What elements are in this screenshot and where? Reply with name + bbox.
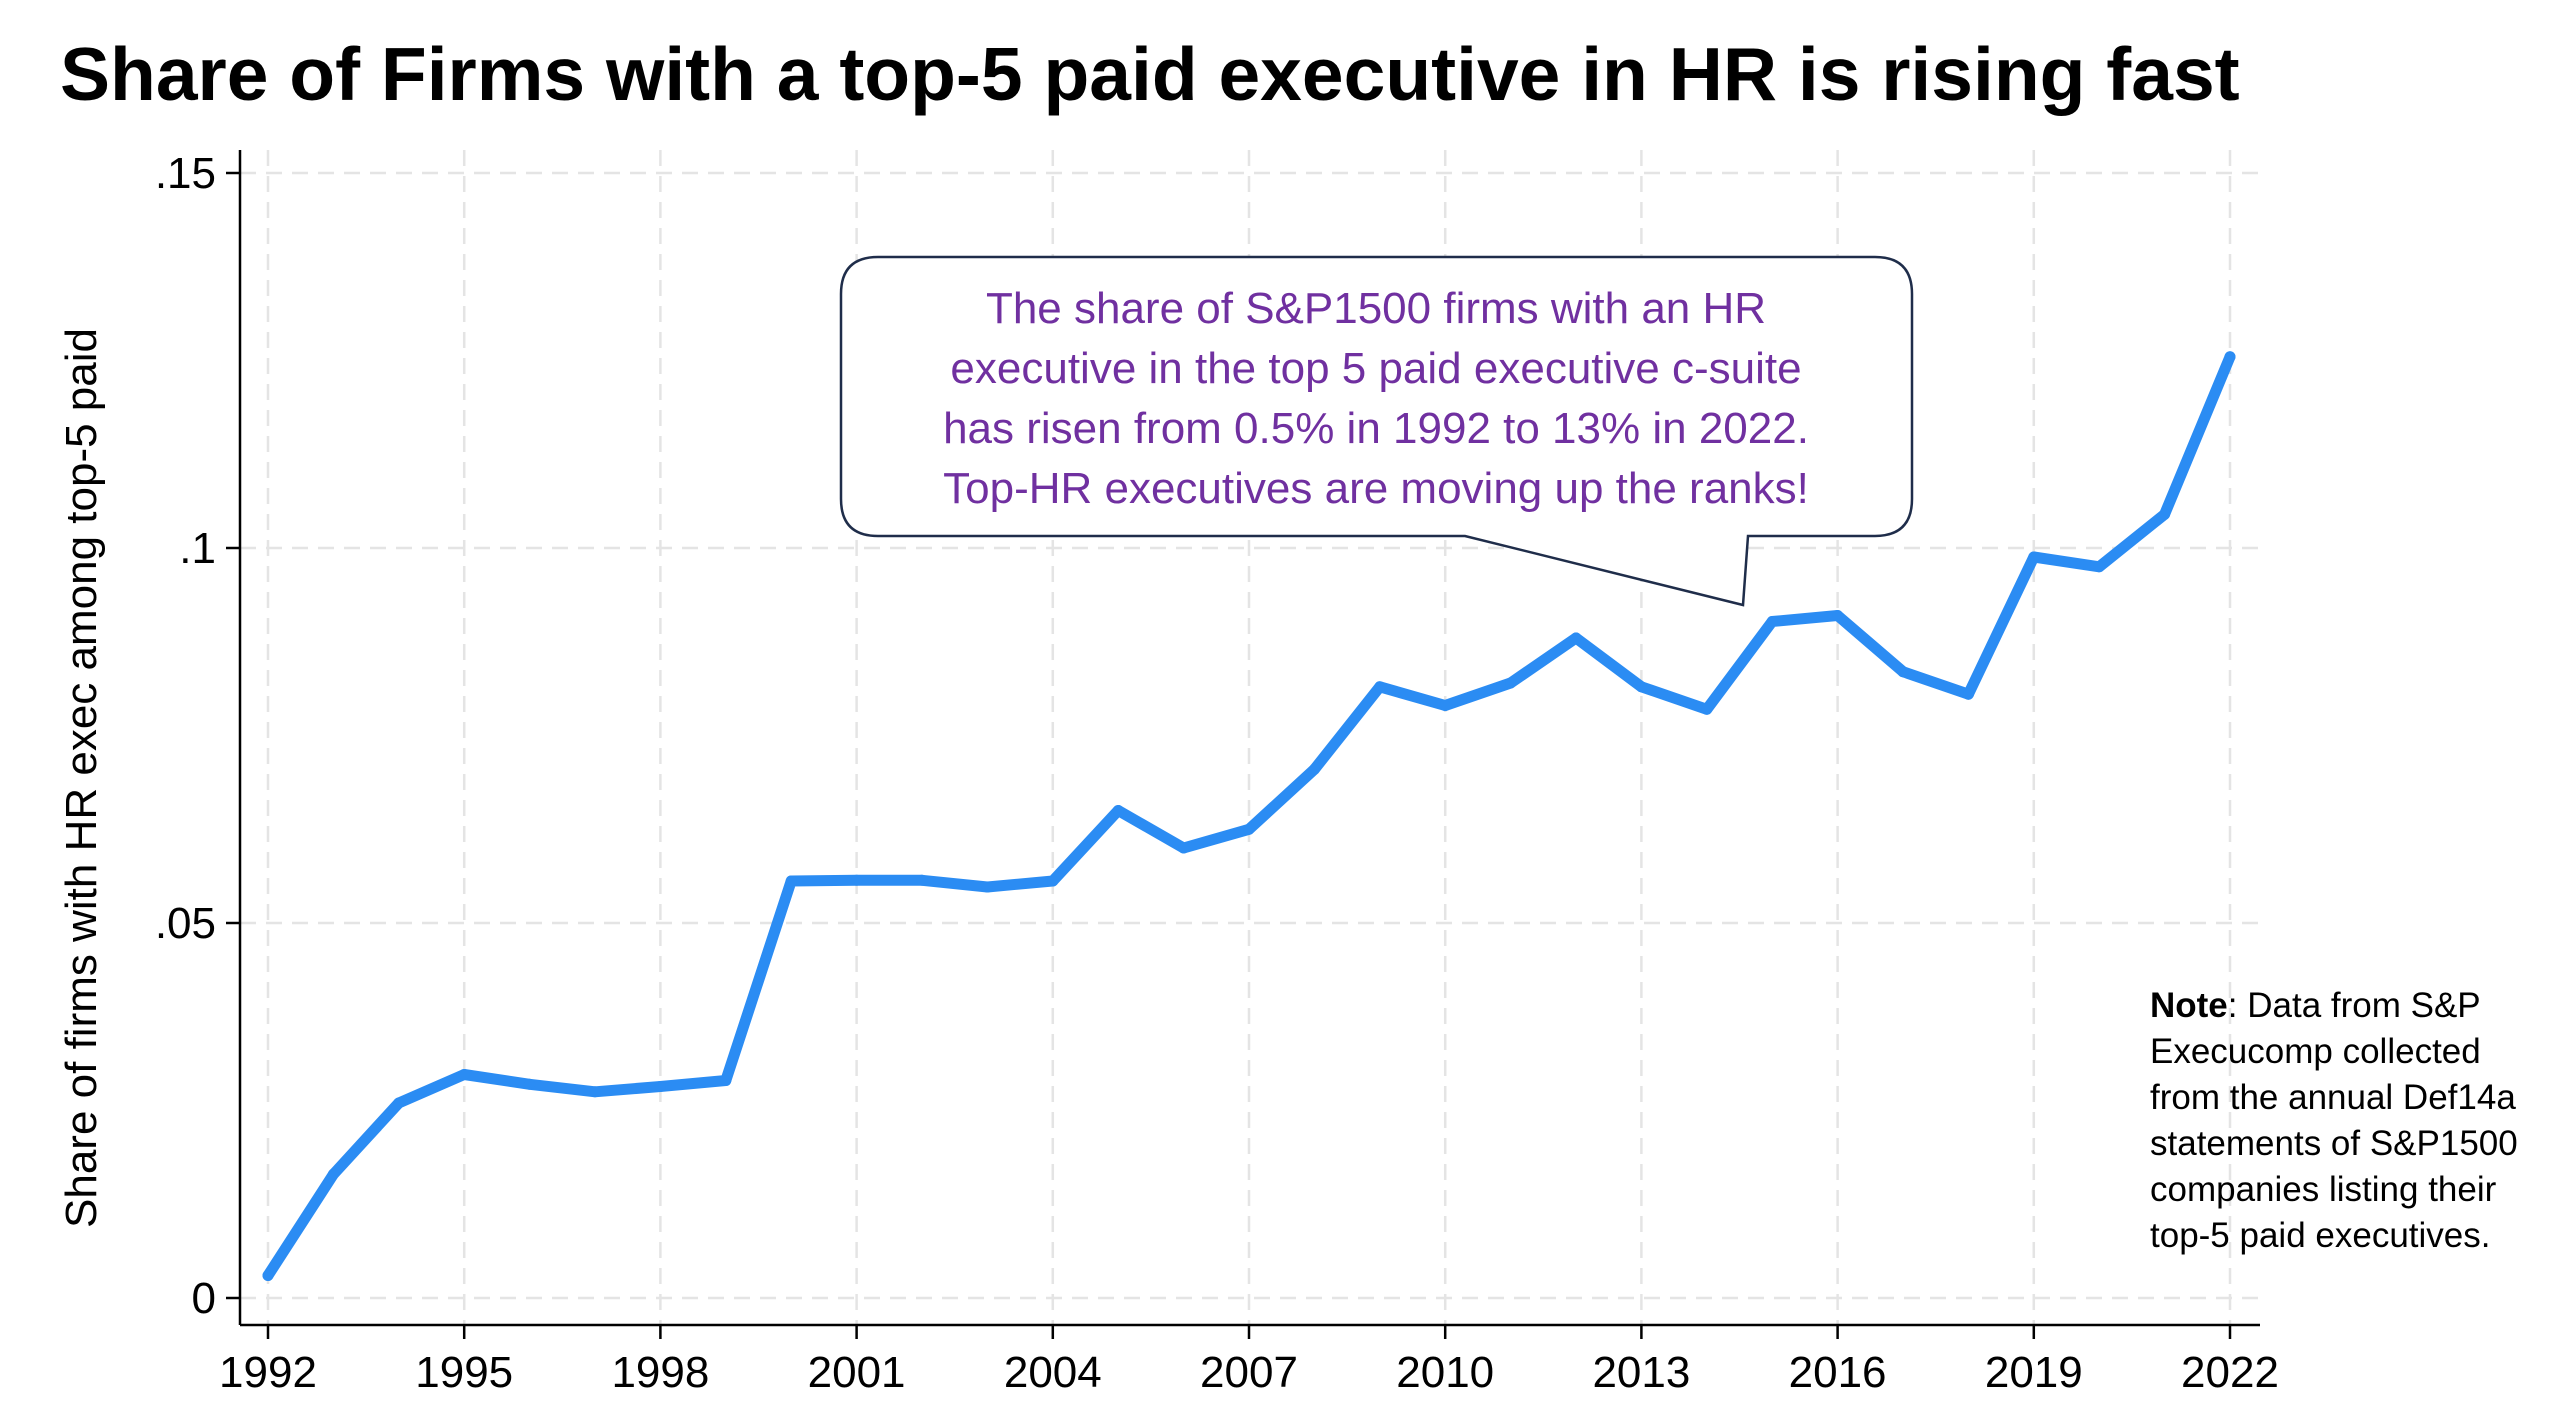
data-point-1994 <box>393 1097 405 1109</box>
x-tick-label-1992: 1992 <box>219 1348 317 1397</box>
data-point-2018 <box>1962 688 1974 700</box>
x-tick-label-2013: 2013 <box>1592 1348 1690 1397</box>
data-point-1995 <box>458 1069 470 1080</box>
note-bold-label: Note <box>2150 986 2228 1025</box>
data-point-1999 <box>720 1075 732 1086</box>
data-point-2009 <box>1374 681 1386 693</box>
data-point-2008 <box>1308 763 1320 775</box>
data-point-2001 <box>851 874 863 886</box>
x-tick-label-1995: 1995 <box>415 1348 513 1397</box>
data-point-2021 <box>2159 508 2171 520</box>
data-point-1998 <box>654 1081 666 1092</box>
data-point-1993 <box>327 1168 339 1180</box>
x-tick-label-2001: 2001 <box>808 1348 906 1397</box>
x-tick-label-2010: 2010 <box>1396 1348 1494 1397</box>
data-point-1996 <box>524 1078 536 1090</box>
note-line-1-text: : Data from S&P <box>2228 986 2481 1025</box>
y-axis-label: Share of firms with HR exec among top-5 … <box>57 328 106 1228</box>
data-point-2012 <box>1570 632 1582 644</box>
x-tick-label-2022: 2022 <box>2181 1348 2279 1397</box>
data-point-2011 <box>1505 677 1517 689</box>
data-point-2017 <box>1897 666 1909 678</box>
data-point-2014 <box>1701 703 1713 715</box>
data-point-1992 <box>262 1270 274 1281</box>
data-point-2015 <box>1766 616 1778 627</box>
note-line-4: statements of S&P1500 <box>2150 1124 2518 1163</box>
chart-title: Share of Firms with a top-5 paid executi… <box>60 32 2240 116</box>
data-point-2013 <box>1635 681 1647 693</box>
y-tick-label-1: .05 <box>155 899 216 948</box>
data-point-2003 <box>981 881 993 893</box>
data-point-2006 <box>1178 842 1190 854</box>
data-point-2010 <box>1439 700 1451 711</box>
x-tick-label-1998: 1998 <box>611 1348 709 1397</box>
x-tick-label-2016: 2016 <box>1789 1348 1887 1397</box>
callout-line-4: Top-HR executives are moving up the rank… <box>943 464 1809 513</box>
y-tick-label-0: 0 <box>192 1274 216 1323</box>
data-note: Note: Data from S&P Execucomp collected … <box>2150 986 2518 1255</box>
callout-annotation: The share of S&P1500 firms with an HR ex… <box>839 255 1914 607</box>
callout-line-2: executive in the top 5 paid executive c-… <box>950 344 1801 393</box>
note-line-6: top-5 paid executives. <box>2150 1216 2490 1255</box>
x-tick-label-2007: 2007 <box>1200 1348 1298 1397</box>
note-line-1: Note: Data from S&P <box>2150 986 2481 1025</box>
data-point-2007 <box>1243 823 1255 835</box>
series-layer <box>262 351 2236 1281</box>
data-point-2005 <box>1112 805 1124 816</box>
callout-bubble <box>839 255 1914 607</box>
callout-line-1: The share of S&P1500 firms with an HR <box>986 284 1766 333</box>
data-point-2020 <box>2093 561 2105 573</box>
data-point-2004 <box>1047 875 1059 887</box>
y-tick-label-3: .15 <box>155 149 216 198</box>
note-line-5: companies listing their <box>2150 1170 2497 1209</box>
x-tick-label-2004: 2004 <box>1004 1348 1102 1397</box>
data-point-2016 <box>1832 610 1844 621</box>
callout-line-3: has risen from 0.5% in 1992 to 13% in 20… <box>943 404 1809 453</box>
data-point-1997 <box>589 1086 601 1098</box>
data-point-2022 <box>2224 351 2236 363</box>
data-point-2019 <box>2028 551 2040 563</box>
data-point-2002 <box>916 874 928 886</box>
note-line-3: from the annual Def14a <box>2150 1078 2516 1117</box>
note-line-2: Execucomp collected <box>2150 1032 2481 1071</box>
y-tick-label-2: .1 <box>179 524 216 573</box>
x-tick-label-2019: 2019 <box>1985 1348 2083 1397</box>
axes: 1992 1995 1998 2001 2004 2007 2010 2013 2016 2019… <box>155 149 2279 1397</box>
data-point-2000 <box>785 875 797 887</box>
